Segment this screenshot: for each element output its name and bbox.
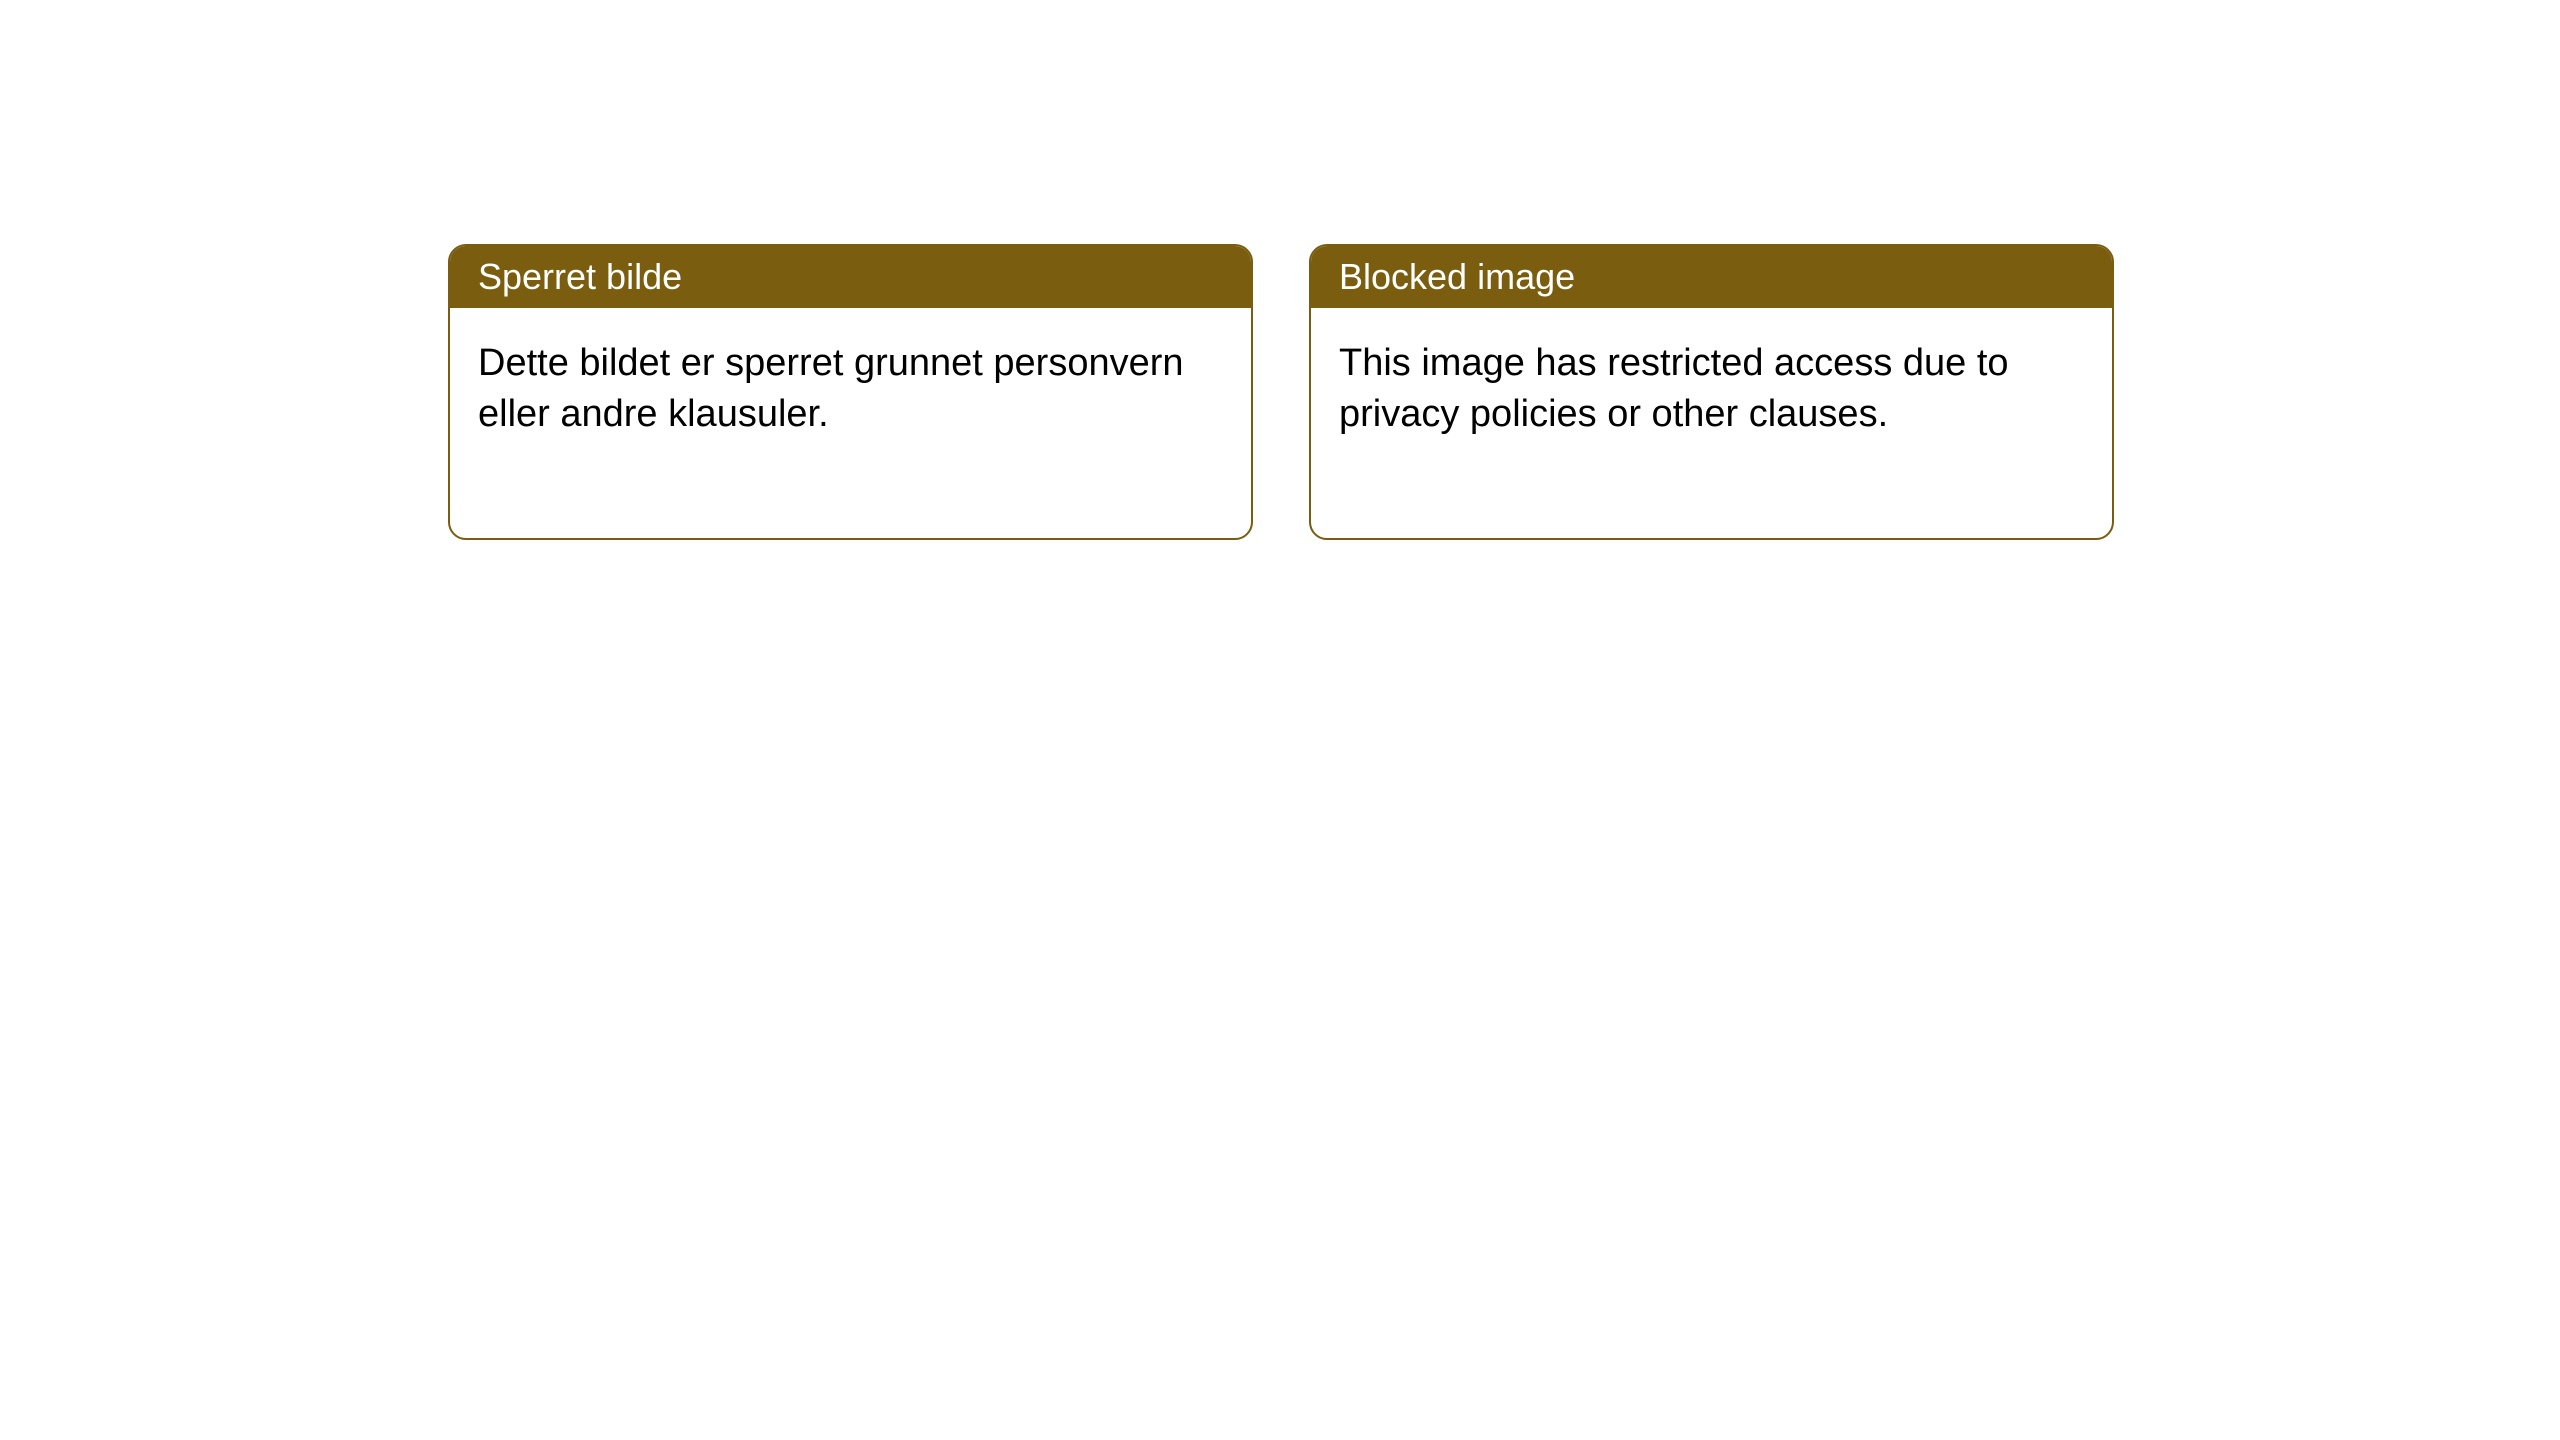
notice-body: Dette bildet er sperret grunnet personve… xyxy=(450,308,1251,538)
notice-header: Sperret bilde xyxy=(450,246,1251,308)
notice-box-english: Blocked image This image has restricted … xyxy=(1309,244,2114,540)
notices-container: Sperret bilde Dette bildet er sperret gr… xyxy=(448,244,2114,540)
notice-body-text: This image has restricted access due to … xyxy=(1339,342,2009,435)
notice-body-text: Dette bildet er sperret grunnet personve… xyxy=(478,342,1184,435)
notice-header: Blocked image xyxy=(1311,246,2112,308)
notice-title: Blocked image xyxy=(1339,256,1575,297)
notice-title: Sperret bilde xyxy=(478,256,682,297)
notice-box-norwegian: Sperret bilde Dette bildet er sperret gr… xyxy=(448,244,1253,540)
notice-body: This image has restricted access due to … xyxy=(1311,308,2112,538)
